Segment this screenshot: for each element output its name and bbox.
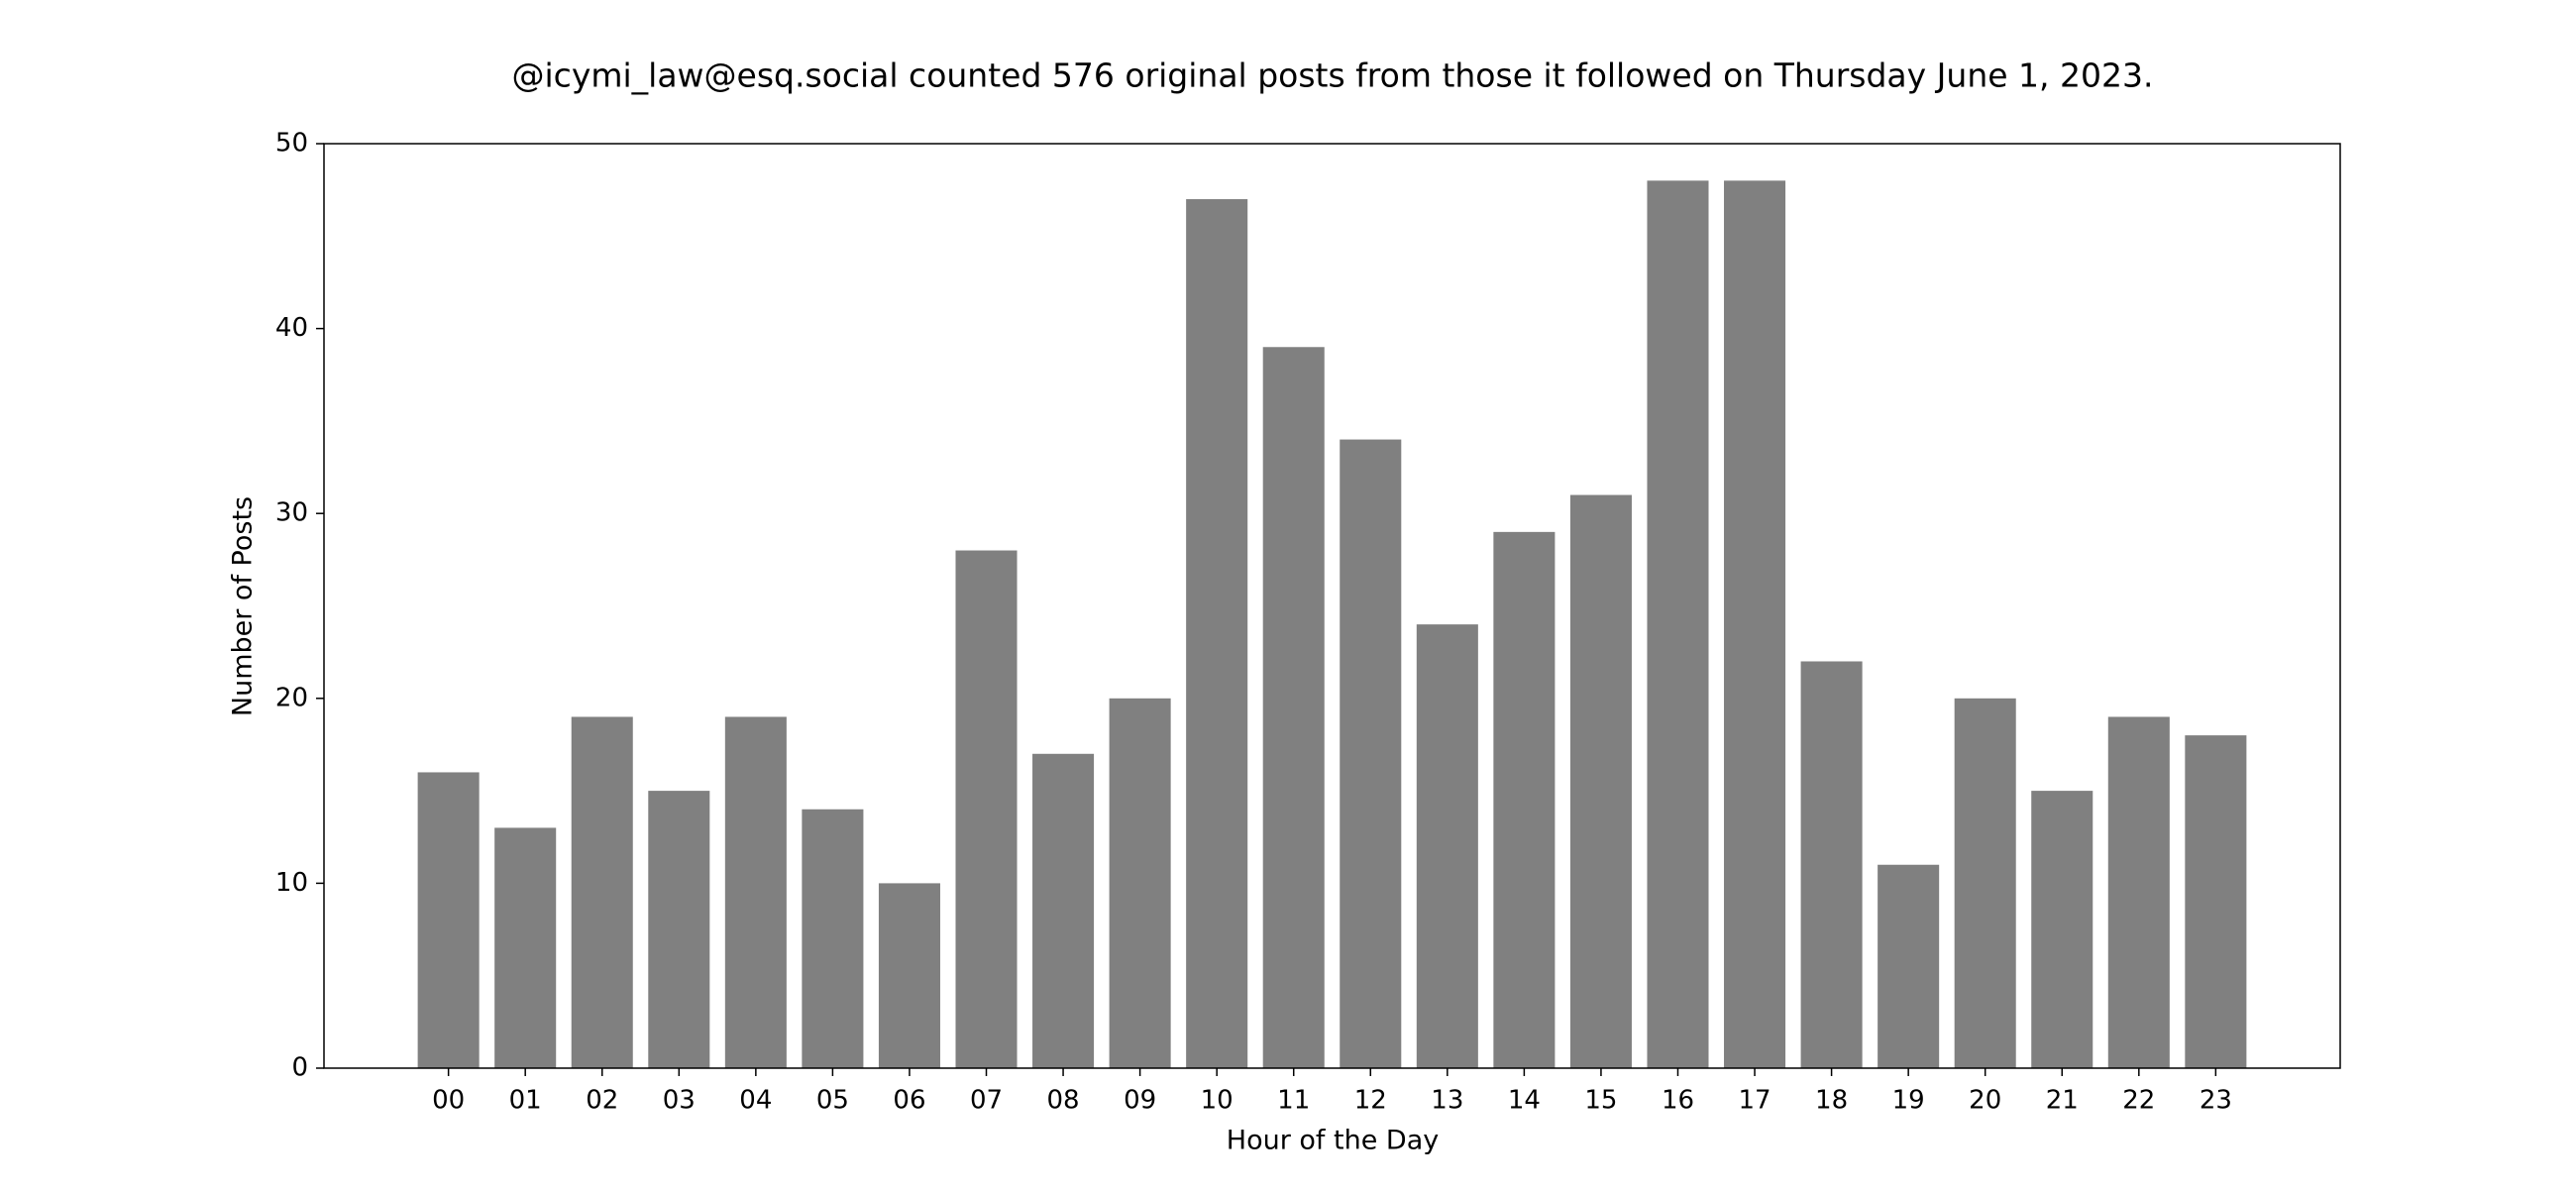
x-tick-label: 10 (1201, 1086, 1234, 1116)
bar (494, 827, 557, 1068)
bar (1186, 198, 1248, 1069)
bar (878, 883, 940, 1068)
x-tick-label: 05 (816, 1086, 849, 1116)
x-tick-label: 01 (509, 1086, 542, 1116)
bar (1800, 661, 1863, 1068)
bar (1493, 531, 1556, 1068)
x-tick-label: 06 (893, 1086, 925, 1116)
bar (1647, 180, 1709, 1068)
x-tick-label: 02 (586, 1086, 618, 1116)
plot-frame (323, 143, 2341, 1069)
y-tick-label: 0 (291, 1053, 308, 1083)
x-tick-label: 07 (970, 1086, 1003, 1116)
bar (1878, 864, 1940, 1068)
x-tick-label: 22 (2122, 1086, 2155, 1116)
bar (2031, 791, 2093, 1068)
bar (1109, 698, 1171, 1068)
x-tick-label: 21 (2046, 1086, 2079, 1116)
bar (1032, 753, 1095, 1068)
y-tick-label: 30 (275, 498, 308, 528)
x-tick-label: 17 (1738, 1086, 1771, 1116)
x-tick-label: 16 (1662, 1086, 1694, 1116)
chart-title: @icymi_law@esq.social counted 576 origin… (512, 56, 2154, 95)
x-tick-label: 15 (1584, 1086, 1617, 1116)
bar (571, 716, 633, 1068)
bar (2185, 735, 2247, 1068)
x-tick-label: 19 (1892, 1086, 1925, 1116)
bar (2107, 716, 2170, 1068)
y-tick-label: 50 (275, 129, 308, 159)
bar (1340, 439, 1402, 1068)
x-tick-label: 00 (432, 1086, 465, 1116)
bar (1569, 494, 1632, 1068)
x-tick-label: 09 (1124, 1086, 1156, 1116)
y-axis-label: Number of Posts (228, 496, 259, 716)
bar (417, 772, 480, 1068)
y-tick-label: 20 (275, 683, 308, 712)
x-tick-label: 03 (663, 1086, 696, 1116)
bar (724, 716, 787, 1068)
y-tick-label: 10 (275, 868, 308, 898)
bar (1724, 180, 1786, 1068)
x-tick-label: 14 (1508, 1086, 1541, 1116)
x-tick-label: 13 (1431, 1086, 1463, 1116)
x-tick-label: 18 (1815, 1086, 1848, 1116)
bar (802, 809, 864, 1068)
bar (1954, 698, 2016, 1068)
y-tick-label: 40 (275, 313, 308, 343)
bar (955, 550, 1018, 1068)
x-tick-label: 11 (1277, 1086, 1310, 1116)
x-axis-label: Hour of the Day (1227, 1126, 1439, 1156)
bar (648, 791, 710, 1068)
bar (1262, 347, 1325, 1068)
x-tick-label: 20 (1969, 1086, 2001, 1116)
x-tick-label: 12 (1354, 1086, 1387, 1116)
x-tick-label: 04 (739, 1086, 772, 1116)
bar (1416, 624, 1478, 1068)
x-tick-label: 08 (1047, 1086, 1080, 1116)
x-tick-label: 23 (2200, 1086, 2232, 1116)
